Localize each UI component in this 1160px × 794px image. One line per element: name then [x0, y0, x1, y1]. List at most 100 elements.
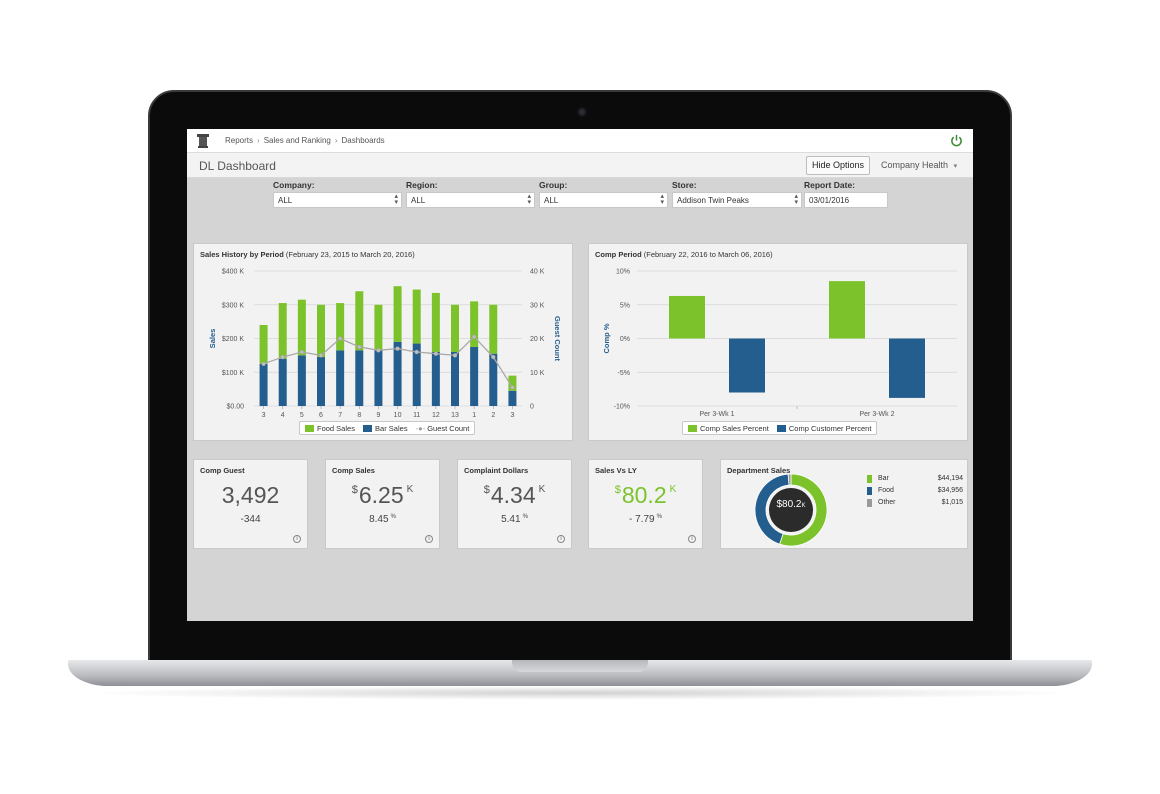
x-tick-label: 5	[300, 412, 304, 419]
report-date-input[interactable]: 03/01/2016	[804, 192, 888, 208]
region-filter: Region: ALL ▴ ▾	[406, 180, 535, 208]
legend-comp-customer[interactable]: Comp Customer Percent	[776, 424, 871, 433]
comp-period-legend: Comp Sales Percent Comp Customer Percent	[682, 421, 878, 435]
report-date-value: 03/01/2016	[809, 196, 850, 205]
info-icon[interactable]: i	[293, 535, 301, 543]
bar-sales-bar	[412, 343, 421, 406]
complaint-dollars-change-value: 5.41	[501, 514, 521, 525]
y-tick-label: 0%	[620, 336, 630, 343]
info-icon[interactable]: i	[688, 535, 696, 543]
legend-swatch	[867, 499, 872, 507]
breadcrumb-reports[interactable]: Reports	[225, 136, 254, 145]
department-name: Bar	[878, 475, 889, 482]
region-select[interactable]: ALL ▴ ▾	[406, 192, 535, 208]
comp-period-title-text: Comp Period	[595, 250, 642, 259]
report-date-filter: Report Date: 03/01/2016	[804, 180, 888, 208]
guest-count-point	[261, 361, 266, 367]
department-sales-card[interactable]: Department Sales $80.2K Bar $44,194 Food…	[720, 459, 968, 549]
bar-sales-bar	[259, 363, 268, 406]
company-select[interactable]: ALL ▴ ▾	[273, 192, 402, 208]
donut-slice-other	[787, 473, 792, 486]
info-icon[interactable]: i	[557, 535, 565, 543]
comp-period-chart: -10% -5% 0% 5% 10% Comp % Per 3-Wk 1 Per 3-Wk 2	[602, 269, 957, 418]
food-sales-bar	[451, 304, 459, 352]
currency-symbol: $	[614, 484, 621, 496]
complaint-dollars-card[interactable]: Complaint Dollars $4.34 K 5.41% i	[457, 459, 572, 549]
comp-sales-change: 8.45%	[326, 514, 439, 525]
bar-sales-bar	[393, 341, 402, 406]
region-filter-label: Region:	[406, 180, 438, 190]
guest-count-point	[337, 336, 343, 341]
sales-history-panel: Sales History by Period (February 23, 20…	[193, 243, 573, 441]
laptop-shadow	[80, 686, 1080, 700]
department-name: Other	[878, 499, 896, 506]
hide-options-button[interactable]: Hide Options	[806, 156, 870, 175]
breadcrumb-dashboards[interactable]: Dashboards	[341, 136, 385, 145]
info-icon[interactable]: i	[425, 535, 433, 543]
sales-vs-ly-value: $80.2 K	[589, 482, 702, 509]
y-tick-label: 5%	[620, 302, 630, 309]
comp-period-subtitle: (February 22, 2016 to March 06, 2016)	[643, 250, 773, 259]
x-tick-label: Per 3-Wk 2	[859, 411, 894, 418]
power-icon[interactable]	[950, 134, 963, 147]
donut-center-unit: K	[801, 503, 806, 509]
x-tick-label: 3	[262, 412, 266, 419]
food-sales-bar	[470, 301, 479, 347]
y-tick-label: $100 K	[222, 370, 245, 377]
x-tick-label: 3	[510, 412, 514, 419]
logo-icon[interactable]	[196, 133, 210, 149]
legend-food-sales[interactable]: Food Sales	[305, 424, 355, 433]
select-arrows-icon: ▴ ▾	[394, 193, 398, 206]
y-tick-label: $300 K	[222, 302, 245, 309]
group-select[interactable]: ALL ▴ ▾	[539, 192, 668, 208]
complaint-dollars-number: 4.34	[490, 482, 536, 508]
legend-swatch	[867, 475, 872, 483]
sales-vs-ly-title: Sales Vs LY	[595, 466, 637, 475]
x-tick-label: 6	[319, 412, 323, 419]
legend-bar-sales[interactable]: Bar Sales	[363, 424, 408, 433]
legend-comp-sales[interactable]: Comp Sales Percent	[688, 424, 769, 433]
x-tick-label: 9	[376, 412, 380, 419]
donut-center-number: $80.2	[776, 499, 802, 510]
comp-sales-number: 6.25	[358, 482, 404, 508]
food-sales-bar	[278, 303, 287, 359]
bar-sales-bar	[355, 350, 364, 406]
comp-sales-bar	[669, 295, 705, 339]
y-axis-label: Comp %	[602, 323, 611, 353]
bar-sales-bar	[374, 350, 383, 406]
y2-tick-label: 0	[530, 404, 534, 411]
food-sales-bar	[336, 303, 345, 351]
legend-swatch	[688, 425, 697, 432]
store-select[interactable]: Addison Twin Peaks ▴ ▾	[672, 192, 802, 208]
store-filter: Store: Addison Twin Peaks ▴ ▾	[672, 180, 802, 208]
y2-tick-label: 40 K	[530, 269, 545, 276]
report-date-label: Report Date:	[804, 180, 856, 190]
percent-sign: %	[656, 514, 662, 520]
comp-guest-change: -344	[240, 514, 261, 525]
sales-vs-ly-card[interactable]: Sales Vs LY $80.2 K - 7.79% i	[588, 459, 703, 549]
company-health-label: Company Health	[881, 160, 949, 170]
breadcrumb-sales-ranking[interactable]: Sales and Ranking	[263, 136, 331, 145]
bar-sales-bar	[278, 358, 287, 406]
bar-sales-bar	[336, 350, 345, 406]
department-value: $1,015	[941, 499, 963, 506]
y-tick-label: -5%	[618, 370, 630, 377]
company-health-dropdown[interactable]: Company Health ▾	[881, 160, 957, 170]
guest-count-point	[357, 344, 362, 350]
comp-sales-card[interactable]: Comp Sales $6.25 K 8.45% i	[325, 459, 440, 549]
comp-customer-bar	[729, 338, 765, 393]
legend-guest-count[interactable]: -●- Guest Count	[416, 424, 470, 433]
x-tick-label: 12	[432, 412, 440, 419]
select-arrows-icon: ▴ ▾	[527, 193, 531, 206]
comp-sales-change-value: 8.45	[369, 514, 389, 525]
comp-guest-card[interactable]: Comp Guest 3,492 -344 i	[193, 459, 308, 549]
legend-bar-label: Bar Sales	[375, 424, 408, 433]
food-sales-bar	[355, 291, 364, 351]
percent-sign: %	[522, 514, 528, 520]
title-bar: DL Dashboard Hide Options Company Health…	[187, 153, 973, 178]
x-tick-label: 10	[394, 412, 402, 419]
percent-sign: %	[390, 514, 396, 520]
department-value: $34,956	[937, 487, 963, 494]
line-marker-icon: -●-	[415, 424, 426, 433]
x-tick-label: 13	[451, 412, 459, 419]
